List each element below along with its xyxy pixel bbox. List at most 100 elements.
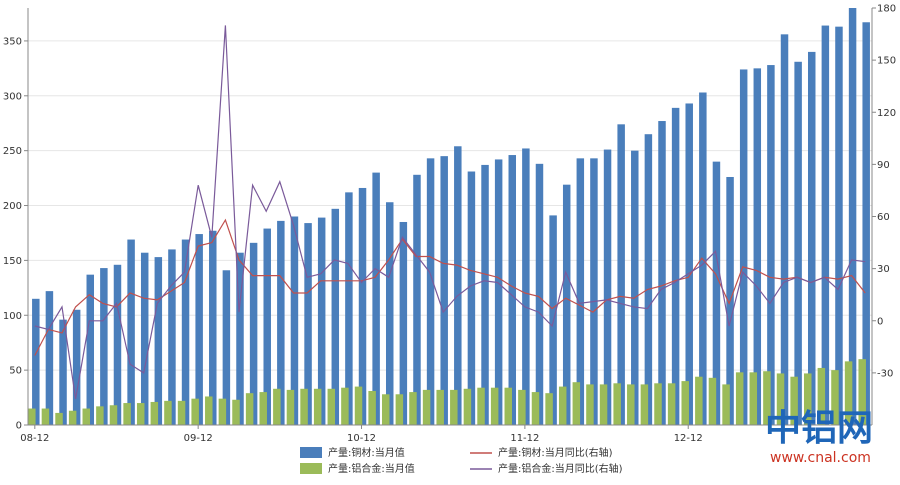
bar-alloy-53: [749, 372, 758, 425]
legend-swatch-0: [300, 447, 322, 458]
bar-alloy-3: [68, 410, 77, 425]
bar-copper-14: [222, 270, 231, 425]
bar-copper-11: [181, 239, 190, 425]
bar-alloy-46: [654, 383, 662, 425]
bar-alloy-54: [763, 371, 771, 425]
bar-copper-45: [644, 134, 653, 425]
bar-alloy-7: [123, 403, 131, 425]
bar-copper-52: [739, 69, 748, 425]
bar-alloy-37: [531, 392, 540, 425]
right-tick-label: 0: [877, 316, 883, 327]
bar-alloy-38: [545, 393, 553, 425]
bar-copper-8: [140, 252, 149, 425]
right-tick-label: 150: [877, 56, 896, 67]
bar-copper-55: [780, 34, 789, 425]
bar-copper-28: [413, 174, 421, 425]
bar-alloy-21: [313, 388, 322, 425]
bar-alloy-43: [613, 383, 621, 425]
bar-alloy-58: [817, 367, 826, 425]
bar-alloy-50: [708, 377, 717, 425]
bar-copper-18: [277, 220, 285, 425]
bar-copper-15: [236, 252, 244, 425]
left-tick-label: 100: [3, 311, 22, 322]
bar-alloy-18: [273, 388, 281, 425]
bar-copper-5: [100, 268, 108, 425]
bar-copper-12: [195, 234, 203, 425]
legend: 产量:铜材:当月值 产量:铜材:当月同比(右轴) 产量:铝合金:当月值 产量:铝合金:…: [300, 446, 623, 475]
bar-alloy-40: [572, 382, 581, 425]
legend-label-0: 产量:铜材:当月值: [328, 446, 405, 459]
bar-copper-35: [508, 155, 517, 425]
bar-alloy-28: [409, 392, 417, 425]
left-tick-label: 350: [3, 36, 22, 47]
bar-copper-9: [154, 257, 163, 425]
bar-copper-61: [862, 22, 870, 426]
bar-alloy-31: [450, 389, 458, 425]
bar-copper-26: [385, 202, 394, 425]
watermark-url: www.cnal.com: [770, 450, 871, 466]
bar-alloy-49: [695, 376, 703, 425]
bar-copper-48: [685, 103, 693, 425]
bar-copper-22: [331, 208, 340, 425]
bar-alloy-34: [490, 387, 499, 425]
bar-copper-60: [848, 8, 857, 425]
right-tick-label: -30: [877, 368, 893, 379]
right-tick-label: 30: [877, 264, 890, 275]
bar-alloy-6: [109, 405, 118, 425]
bar-alloy-55: [776, 373, 785, 425]
bar-alloy-33: [477, 387, 485, 425]
bar-alloy-36: [518, 389, 526, 425]
bar-copper-47: [671, 107, 680, 425]
x-tick-label: 08-12: [20, 433, 49, 444]
right-tick-label: 60: [877, 212, 890, 223]
left-tick-label: 0: [16, 421, 22, 432]
bar-alloy-8: [136, 403, 145, 425]
bar-alloy-13: [205, 396, 213, 425]
bar-alloy-61: [858, 359, 866, 425]
bar-copper-16: [249, 242, 258, 425]
legend-label-3: 产量:铝合金:当月同比(右轴): [498, 462, 623, 475]
bar-alloy-16: [245, 393, 254, 425]
bar-alloy-0: [28, 408, 36, 425]
bar-copper-19: [290, 216, 299, 425]
bar-alloy-60: [844, 361, 853, 425]
bar-copper-6: [113, 264, 122, 425]
bar-copper-21: [317, 217, 326, 425]
bar-copper-33: [481, 164, 489, 425]
bar-copper-29: [426, 158, 435, 425]
x-tick-label: 11-12: [510, 433, 539, 444]
bar-alloy-41: [586, 384, 594, 425]
bar-alloy-27: [395, 394, 404, 425]
bar-copper-32: [467, 171, 476, 425]
line-copper-yoy: [34, 218, 866, 356]
bar-alloy-17: [259, 392, 267, 425]
bar-copper-37: [535, 163, 544, 426]
bar-copper-31: [454, 146, 462, 425]
bar-alloy-48: [681, 381, 689, 425]
bar-copper-43: [617, 124, 625, 426]
bar-alloy-5: [96, 406, 104, 425]
bar-alloy-1: [41, 408, 50, 425]
x-tick-label: 12-12: [674, 433, 703, 444]
bar-alloy-42: [599, 384, 608, 425]
left-tick-label: 150: [3, 256, 22, 267]
left-tick-label: 300: [3, 91, 22, 102]
bar-alloy-47: [667, 383, 676, 425]
bar-alloy-29: [422, 389, 431, 425]
bar-copper-1: [45, 291, 54, 425]
bar-copper-53: [753, 68, 762, 426]
left-tick-label: 250: [3, 146, 22, 157]
bar-copper-46: [658, 121, 666, 426]
bar-copper-40: [576, 158, 585, 425]
bar-alloy-4: [82, 408, 91, 425]
bar-alloy-57: [803, 373, 812, 425]
bar-alloy-24: [354, 386, 363, 425]
bar-alloy-10: [164, 400, 172, 425]
bar-alloy-35: [504, 387, 513, 425]
bar-alloy-22: [327, 388, 336, 425]
bar-alloy-25: [368, 390, 376, 425]
left-tick-label: 50: [9, 366, 22, 377]
bar-alloy-11: [177, 400, 186, 425]
right-tick-label: 120: [877, 108, 896, 119]
